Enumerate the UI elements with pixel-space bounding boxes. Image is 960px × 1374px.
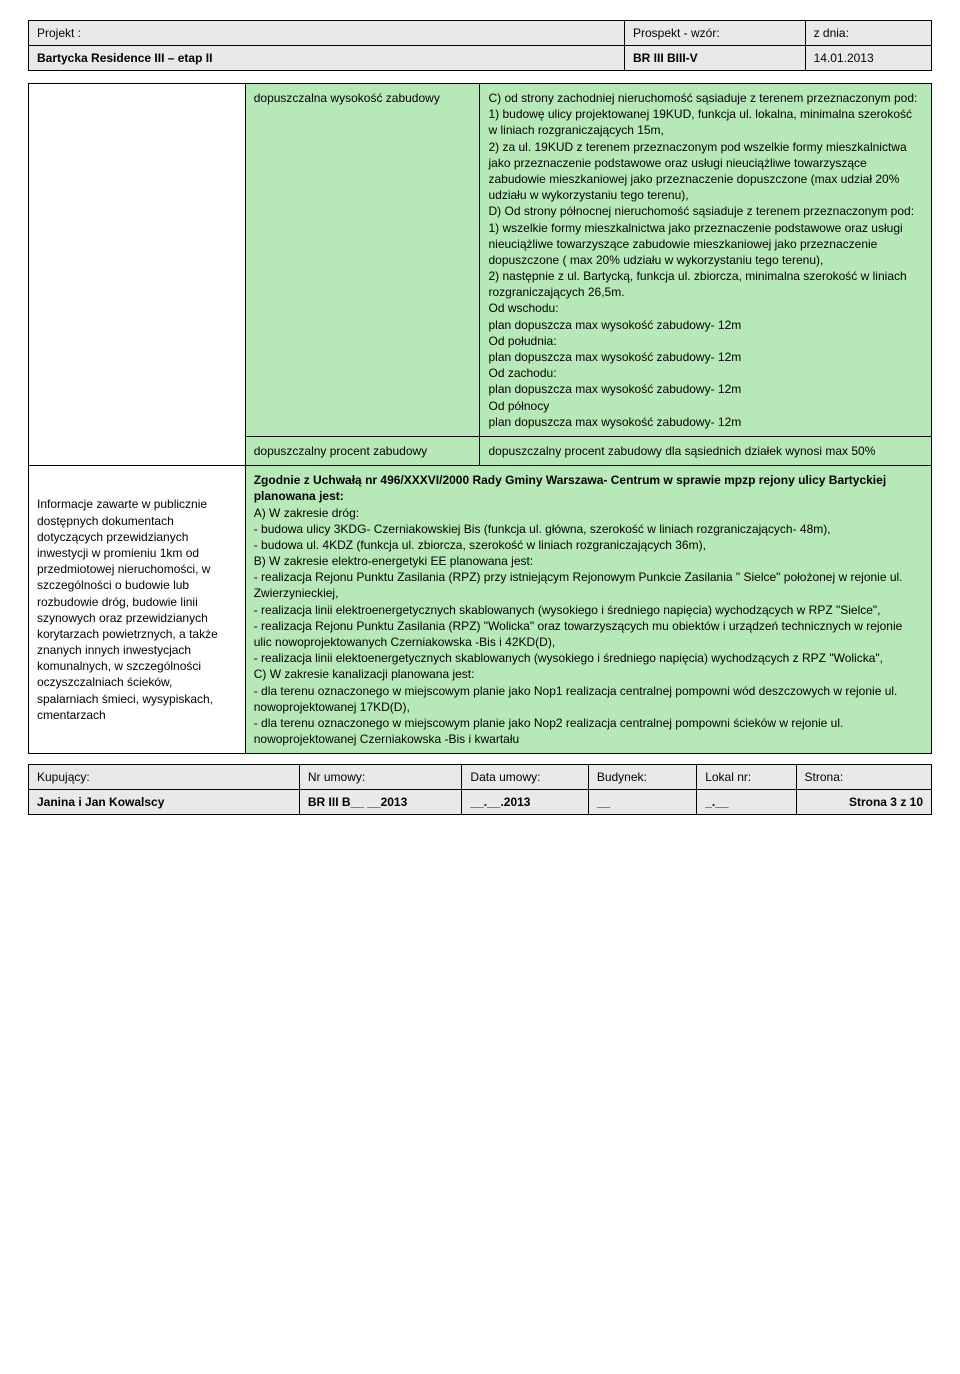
strona-label: Strona:: [796, 765, 931, 790]
header-row-values: Bartycka Residence III – etap II BR III …: [29, 46, 932, 71]
header-row-labels: Projekt : Prospekt - wzór: z dnia:: [29, 21, 932, 46]
projekt-value: Bartycka Residence III – etap II: [29, 46, 625, 71]
main-table: dopuszczalna wysokość zabudowy C) od str…: [28, 83, 932, 754]
nr-umowy-value: BR III B__ __2013: [299, 790, 462, 815]
prospekt-value: BR III BIII-V: [624, 46, 805, 71]
footer-row-labels: Kupujący: Nr umowy: Data umowy: Budynek:…: [29, 765, 932, 790]
allowed-height-value: C) od strony zachodniej nieruchomość sąs…: [480, 84, 932, 437]
allowed-percent-label: dopuszczalny procent zabudowy: [245, 436, 480, 465]
kupujacy-value: Janina i Jan Kowalscy: [29, 790, 300, 815]
budynek-value: __: [588, 790, 696, 815]
prospekt-label: Prospekt - wzór:: [624, 21, 805, 46]
kupujacy-label: Kupujący:: [29, 765, 300, 790]
allowed-percent-value: dopuszczalny procent zabudowy dla sąsied…: [480, 436, 932, 465]
header-table: Projekt : Prospekt - wzór: z dnia: Barty…: [28, 20, 932, 71]
main-row-height: dopuszczalna wysokość zabudowy C) od str…: [29, 84, 932, 437]
allowed-height-label: dopuszczalna wysokość zabudowy: [245, 84, 480, 437]
main-row-info: Informacje zawarte w publicznie dostępny…: [29, 466, 932, 754]
zdnia-value: 14.01.2013: [805, 46, 931, 71]
info-right-text: Zgodnie z Uchwałą nr 496/XXXVI/2000 Rady…: [245, 466, 931, 754]
footer-row-values: Janina i Jan Kowalscy BR III B__ __2013 …: [29, 790, 932, 815]
info-left-label: Informacje zawarte w publicznie dostępny…: [29, 466, 246, 754]
projekt-label: Projekt :: [29, 21, 625, 46]
budynek-label: Budynek:: [588, 765, 696, 790]
data-umowy-label: Data umowy:: [462, 765, 588, 790]
footer-table: Kupujący: Nr umowy: Data umowy: Budynek:…: [28, 764, 932, 815]
strona-value: Strona 3 z 10: [796, 790, 931, 815]
zdnia-label: z dnia:: [805, 21, 931, 46]
data-umowy-value: __.__.2013: [462, 790, 588, 815]
nr-umowy-label: Nr umowy:: [299, 765, 462, 790]
lokal-label: Lokal nr:: [697, 765, 796, 790]
left-empty-cell: [29, 84, 246, 466]
lokal-value: _.__: [697, 790, 796, 815]
